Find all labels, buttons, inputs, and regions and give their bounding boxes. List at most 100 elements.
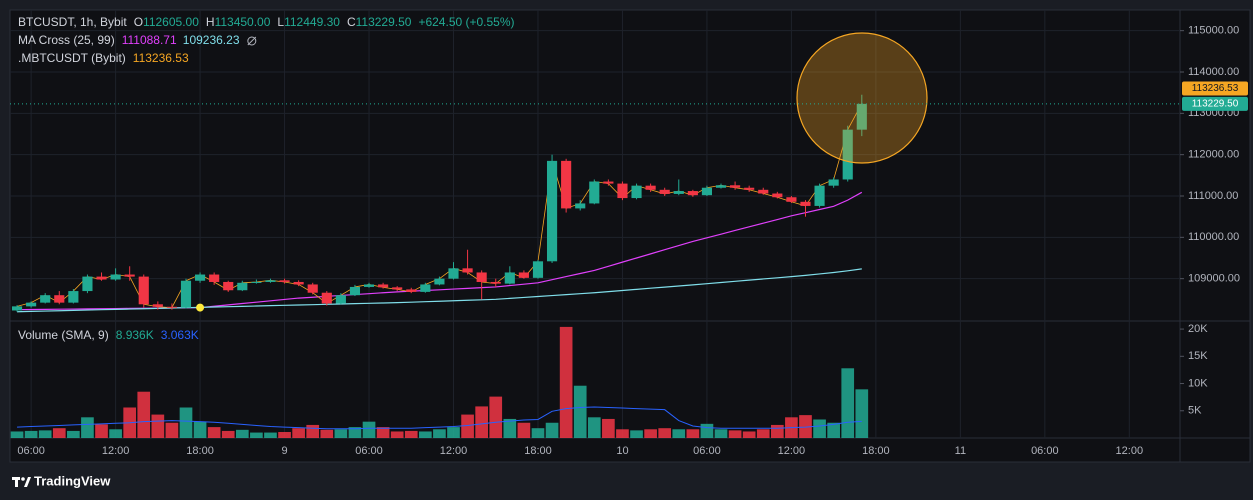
candle-body [786, 197, 797, 202]
change-value: +624.50 (+0.55%) [418, 15, 514, 29]
candle-body [237, 282, 248, 291]
volume-bar [109, 429, 122, 438]
candle-body [293, 281, 304, 285]
volume-bar [419, 431, 432, 438]
candle-body [209, 274, 220, 282]
volume-legend: Volume (SMA, 9) 8.936K 3.063K [18, 328, 199, 342]
volume-bar [728, 430, 742, 438]
candle-body [223, 281, 234, 291]
candle-body [772, 193, 783, 198]
volume-bar [658, 428, 672, 438]
ohlc-value: 112449.30 [284, 15, 340, 29]
candle-body [758, 189, 769, 194]
ohlc-key: C [347, 15, 356, 29]
volume-bar [630, 430, 643, 438]
candle-body [40, 295, 51, 303]
volume-bar [602, 418, 615, 438]
volume-bar [770, 424, 784, 438]
ma-name: MA Cross (25, 99) [18, 33, 115, 47]
volume-bar [587, 417, 601, 438]
logo-part [15, 477, 18, 487]
volume-bar [24, 430, 38, 438]
candle-body [54, 295, 65, 303]
volume-bar [545, 422, 559, 438]
volume-bar [264, 432, 277, 438]
x-tick-label: 06:00 [693, 445, 721, 457]
candle-body [251, 281, 262, 283]
x-tick-label: 06:00 [1031, 445, 1059, 457]
candle-body [26, 302, 37, 307]
ohlc-value: 113450.00 [215, 15, 271, 29]
x-tick-label: 12:00 [778, 445, 806, 457]
volume-bar [855, 389, 869, 438]
volume-bar [433, 429, 446, 438]
volume-bar [827, 422, 840, 438]
candle-body [842, 129, 853, 180]
candle-body [631, 185, 642, 199]
candle-body [406, 289, 417, 292]
y-tick-label: 111000.00 [1188, 190, 1238, 202]
x-tick-label: 18:00 [186, 445, 214, 457]
x-tick-label: 18:00 [524, 445, 552, 457]
volume-bar [714, 429, 728, 438]
volume-bar [461, 414, 474, 438]
symbol-title: BTCUSDT, 1h, Bybit [18, 15, 127, 29]
volume-bar [489, 396, 503, 438]
volume-bar [841, 368, 855, 438]
volume-bar [334, 429, 348, 438]
mark-legend: .MBTCUSDT (Bybit) 113236.53 [18, 51, 189, 65]
volume-bar [137, 391, 151, 438]
candle-body [701, 187, 712, 196]
mark-value: 113236.53 [133, 51, 189, 65]
volume-bar [10, 431, 24, 438]
candle-body [110, 274, 121, 280]
logo-part [21, 477, 25, 481]
candle-body [603, 181, 614, 184]
x-tick-label: 12:00 [102, 445, 130, 457]
candle-body [448, 268, 459, 279]
candle-body [378, 284, 389, 288]
candle-body [532, 261, 544, 278]
x-tick-label: 06:00 [355, 445, 383, 457]
volume-sma-value: 3.063K [161, 328, 199, 342]
x-tick-label: 11 [955, 445, 966, 457]
candle-body [321, 292, 332, 304]
volume-bar [52, 428, 66, 438]
volume-bar [165, 422, 179, 438]
candle-body [68, 291, 79, 303]
candle-body [180, 280, 192, 308]
candle-body [152, 304, 163, 307]
volume-bar [348, 427, 362, 438]
volume-bar [81, 417, 94, 438]
y-tick-label: 109000.00 [1188, 273, 1240, 285]
candle-body [490, 281, 501, 284]
price-label: 113229.50 [1192, 98, 1239, 109]
y-tick-label: 20K [1188, 323, 1208, 335]
volume-bar [573, 385, 587, 438]
y-tick-label: 110000.00 [1188, 231, 1239, 243]
price-label-box [1182, 81, 1248, 96]
logo-part [24, 477, 31, 487]
candle-body [546, 160, 558, 262]
candle-body [504, 272, 515, 284]
volume-bar [67, 430, 80, 438]
volume-bar [278, 432, 291, 438]
candle-body [96, 276, 107, 280]
volume-bar [686, 429, 700, 438]
volume-bar [320, 429, 334, 438]
candle-body [856, 103, 867, 130]
volume-bar [193, 421, 207, 438]
x-tick-label: 06:00 [17, 445, 45, 457]
candle-body [715, 185, 727, 188]
candle-body [11, 306, 23, 311]
volume-sma-line [17, 406, 862, 430]
tradingview-logo [12, 477, 31, 487]
ma-legend: MA Cross (25, 99) 111088.71 109236.23 [18, 33, 240, 47]
candle-body [82, 276, 93, 292]
candle-body [335, 295, 346, 304]
volume-bar [517, 422, 531, 438]
visibility-icon [247, 36, 257, 46]
cross-marker [196, 303, 205, 312]
volume-bar [531, 428, 545, 438]
